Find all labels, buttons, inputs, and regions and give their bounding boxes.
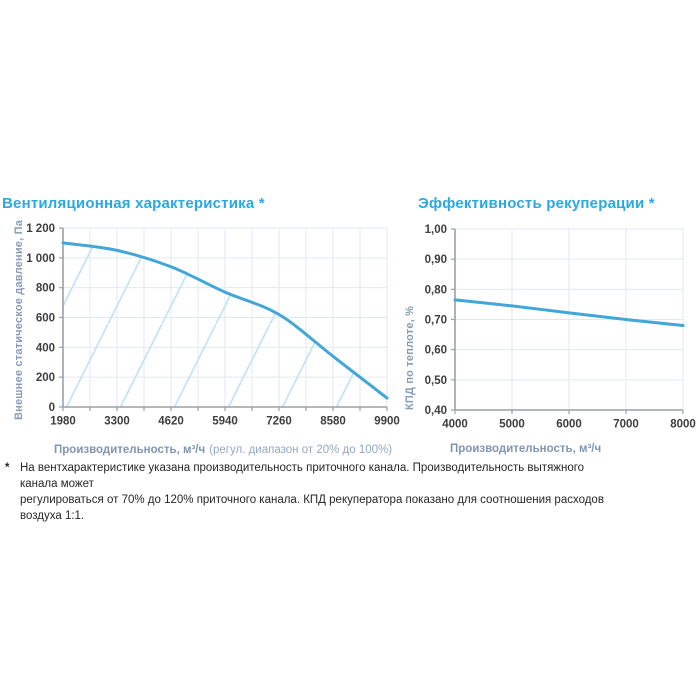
footnote-asterisk: * bbox=[5, 462, 10, 474]
y-tick-label: 1,00 bbox=[425, 224, 447, 236]
y-tick-label: 0,50 bbox=[425, 375, 447, 387]
y-tick-label: 400 bbox=[36, 342, 55, 354]
fan-curve bbox=[61, 241, 389, 400]
ventilation-x-axis-label-main: Производительность, м³/ч bbox=[54, 444, 205, 456]
x-tick-label: 1980 bbox=[50, 416, 76, 428]
x-tick-label: 8580 bbox=[320, 416, 346, 428]
x-tick-label: 6000 bbox=[556, 419, 582, 431]
y-tick-label: 0 bbox=[49, 402, 55, 414]
x-tick-label: 5000 bbox=[499, 419, 525, 431]
x-tick-label: 5940 bbox=[212, 416, 238, 428]
y-tick-label: 0,90 bbox=[425, 254, 447, 266]
recuperation-y-axis-label: КПД по теплоте, % bbox=[404, 306, 416, 410]
recuperation-x-axis-label: Производительность, м³/ч bbox=[450, 443, 601, 455]
recuperation-chart: 0,40 0,50 0,60 0,70 0,80 0,90 1,00 4000 5000 6000… bbox=[404, 224, 696, 455]
recuperation-chart-title: Эффективность рекуперации * bbox=[418, 195, 655, 212]
y-tick-label: 800 bbox=[36, 283, 55, 295]
recuperation-plot-area: 0,40 0,50 0,60 0,70 0,80 0,90 1,00 4000 5000 6000… bbox=[425, 224, 696, 431]
y-tick-label: 200 bbox=[36, 372, 55, 384]
footnote: * На вентхарактеристике указана производ… bbox=[5, 460, 605, 524]
x-tick-label: 9900 bbox=[374, 416, 400, 428]
ventilation-plot-area: 0 200 400 600 800 1 000 1 200 1980 3300 4620 5940 7… bbox=[26, 223, 400, 428]
x-tick-label: 7260 bbox=[266, 416, 292, 428]
x-tick-label: 3300 bbox=[104, 416, 130, 428]
y-tick-label: 0,60 bbox=[425, 345, 447, 357]
y-tick-label: 600 bbox=[36, 313, 55, 325]
footnote-line-2: регулироваться от 70% до 120% приточного… bbox=[20, 494, 604, 522]
y-tick-label: 1 200 bbox=[26, 223, 55, 235]
x-tick-label: 7000 bbox=[613, 419, 639, 431]
x-tick-label: 8000 bbox=[670, 419, 696, 431]
y-tick-label: 0,80 bbox=[425, 284, 447, 296]
efficiency-curve bbox=[453, 298, 685, 328]
ventilation-y-axis-label: Внешнее статическое давление, Па bbox=[13, 219, 25, 420]
ventilation-x-axis-label-note: (регул. диапазон от 20% до 100%) bbox=[209, 444, 392, 456]
y-tick-label: 0,40 bbox=[425, 405, 447, 417]
y-tick-label: 0,70 bbox=[425, 315, 447, 327]
ventilation-x-axis-label: Производительность, м³/ч (регул. диапазон… bbox=[54, 444, 392, 456]
y-tick-label: 1 000 bbox=[26, 253, 55, 265]
ventilation-chart: 0 200 400 600 800 1 000 1 200 1980 3300 4620 5940 7… bbox=[13, 219, 400, 456]
ventilation-chart-title: Вентиляционная характеристика * bbox=[2, 195, 265, 212]
footnote-line-1: На вентхарактеристике указана производит… bbox=[20, 462, 585, 490]
x-tick-label: 4000 bbox=[442, 419, 468, 431]
x-tick-label: 4620 bbox=[158, 416, 184, 428]
hatch-area bbox=[63, 242, 387, 407]
